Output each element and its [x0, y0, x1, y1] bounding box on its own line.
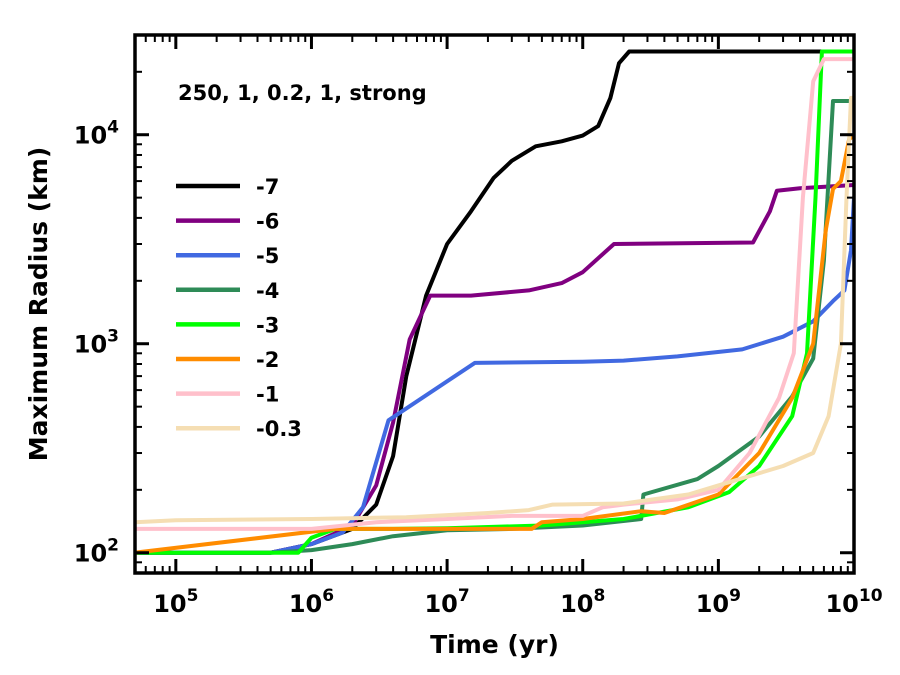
- x-tick-label: 107: [424, 586, 469, 618]
- x-axis-label: Time (yr): [430, 630, 559, 659]
- plot-frame: [133, 33, 856, 575]
- legend-label-1: -6: [256, 210, 279, 234]
- series-line-6: [135, 57, 854, 531]
- y-axis-label: Maximum Radius (km): [24, 147, 53, 462]
- legend-label-6: -1: [256, 383, 279, 407]
- series-line-3: [135, 99, 854, 555]
- chart-annotation: 250, 1, 0.2, 1, strong: [178, 81, 427, 105]
- x-tick-label: 1010: [825, 586, 882, 618]
- series-lines: [135, 49, 854, 555]
- legend-label-7: -0.3: [256, 417, 302, 441]
- axis-ticks: [134, 34, 856, 574]
- legend-label-0: -7: [256, 175, 279, 199]
- series-line-1: [135, 183, 854, 555]
- x-tick-label: 106: [289, 586, 334, 618]
- legend: -7 -6 -5 -4 -3 -2 -1 -0.3: [176, 175, 302, 441]
- y-tick-label: 103: [74, 327, 119, 359]
- y-tick-label: 104: [74, 118, 119, 150]
- y-tick-label: 102: [74, 536, 119, 568]
- legend-label-3: -4: [256, 279, 279, 303]
- legend-label-5: -2: [256, 348, 279, 372]
- legend-label-4: -3: [256, 313, 279, 337]
- x-tick-label: 109: [696, 586, 741, 618]
- x-tick-label: 105: [153, 586, 198, 618]
- x-tick-label: 108: [560, 586, 605, 618]
- series-line-5: [135, 132, 854, 555]
- series-line-7: [135, 95, 854, 525]
- series-line-2: [135, 195, 854, 555]
- tick-labels: 105 106 107 108 109 1010 102 103 104: [74, 118, 883, 618]
- legend-label-2: -5: [256, 244, 279, 268]
